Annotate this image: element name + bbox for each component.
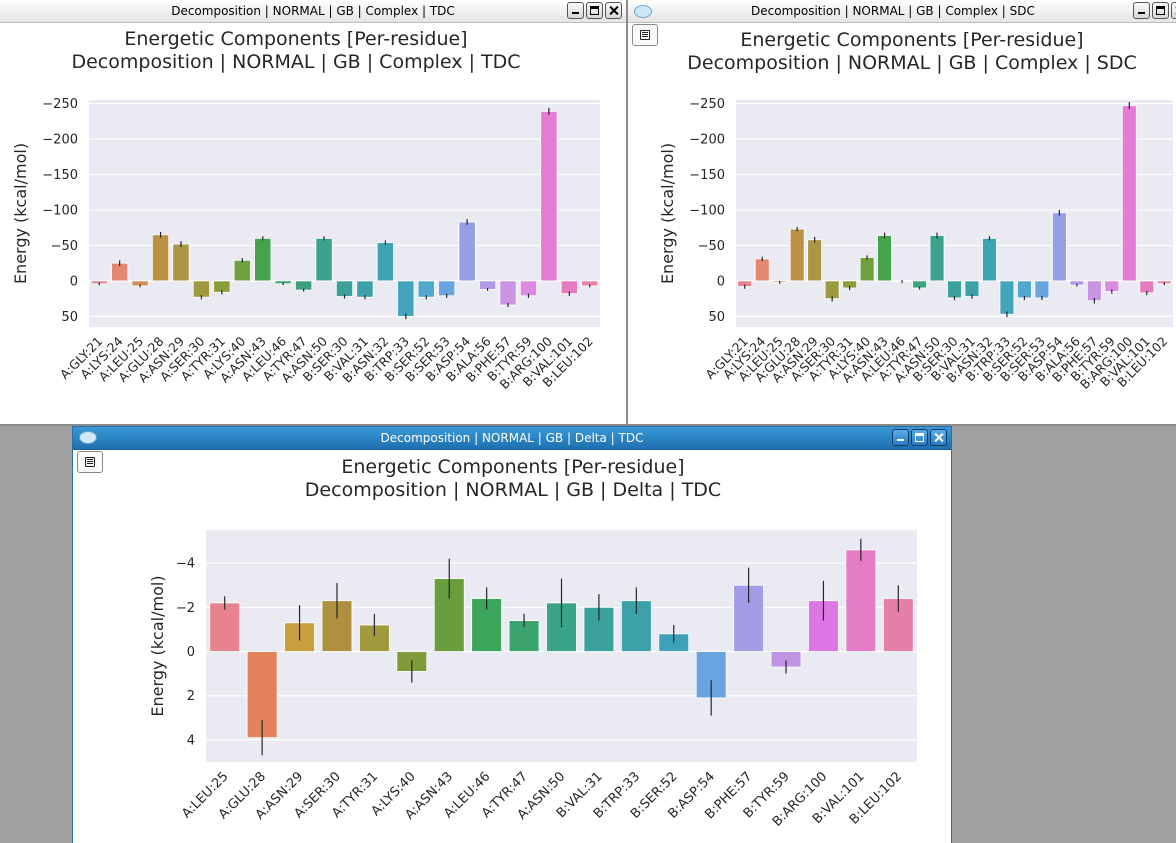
bar[interactable] [172,243,190,282]
bar[interactable] [583,606,615,652]
bar[interactable] [335,280,354,297]
y-tick-label: −100 [689,203,725,218]
bar[interactable] [964,280,980,297]
minimize-button[interactable] [892,429,909,446]
bar[interactable] [859,257,875,282]
window-title: Decomposition | NORMAL | GB | Complex | … [171,4,455,18]
titlebar[interactable]: Decomposition | NORMAL | GB | Complex | … [628,0,1176,23]
y-axis-label: Energy (kcal/mol) [658,143,677,284]
y-tick-label: −250 [42,97,78,112]
bar[interactable] [151,234,170,282]
window-divider [0,424,1176,426]
bar[interactable] [192,280,210,298]
bar[interactable] [1017,280,1032,299]
chart-title-line: Decomposition | NORMAL | GB | Complex | … [687,52,1136,74]
window-title: Decomposition | NORMAL | GB | Complex | … [751,4,1035,18]
bar[interactable] [877,235,892,282]
bar[interactable] [209,602,241,652]
bar[interactable] [845,549,877,652]
y-tick-label: −200 [689,133,725,148]
chart-delta-tdc: Energetic Components [Per-residue]Decomp… [148,456,917,830]
bar[interactable] [233,259,251,282]
chart-title-line: Energetic Components [Per-residue] [124,28,467,50]
bar[interactable] [471,598,503,652]
chart-title-line: Energetic Components [Per-residue] [341,456,684,478]
bar[interactable] [458,221,476,282]
y-tick-label: −150 [42,168,78,183]
bar[interactable] [356,280,374,298]
y-tick-label: −150 [689,168,725,183]
app-icon [634,5,652,18]
window-title: Decomposition | NORMAL | GB | Delta | TD… [380,431,644,445]
chart-complex-sdc: Energetic Components [Per-residue]Decomp… [658,29,1173,392]
close-button[interactable] [1171,2,1176,19]
window-complex-sdc: Decomposition | NORMAL | GB | Complex | … [628,0,1176,424]
menu-icon [640,30,650,40]
chart-title-line: Decomposition | NORMAL | GB | Delta | TD… [305,479,721,501]
bar[interactable] [754,258,770,282]
y-tick-label: −50 [698,239,725,254]
minimize-button[interactable] [1133,2,1150,19]
y-tick-label: 4 [187,733,195,748]
menu-icon [85,457,95,467]
window-divider [626,0,628,424]
chart-title-line: Energetic Components [Per-residue] [740,29,1083,51]
app-icon [79,431,97,444]
chart-menu-button[interactable] [632,24,658,46]
y-tick-label: 50 [708,310,725,325]
bar[interactable] [1034,280,1050,299]
y-tick-label: 0 [70,274,78,289]
bar[interactable] [519,280,538,297]
bar[interactable] [254,237,272,282]
bar[interactable] [947,280,962,299]
y-tick-label: 0 [187,645,195,660]
bar[interactable] [359,624,390,652]
y-tick-label: −100 [42,203,78,218]
y-tick-label: 50 [61,310,78,325]
bar[interactable] [376,242,394,282]
bar[interactable] [807,239,823,282]
maximize-button[interactable] [586,2,603,19]
bar[interactable] [397,280,415,317]
y-tick-label: −4 [176,557,195,572]
bar[interactable] [438,280,456,297]
titlebar[interactable]: Decomposition | NORMAL | GB | Complex | … [0,0,626,23]
minimize-button[interactable] [567,2,584,19]
y-tick-label: 2 [187,689,195,704]
titlebar[interactable]: Decomposition | NORMAL | GB | Delta | TD… [73,427,951,450]
chart-title-line: Decomposition | NORMAL | GB | Complex | … [71,51,520,73]
maximize-button[interactable] [911,429,928,446]
close-button[interactable] [605,2,622,19]
window-complex-tdc: Decomposition | NORMAL | GB | Complex | … [0,0,626,424]
maximize-button[interactable] [1152,2,1169,19]
bar[interactable] [1051,212,1067,282]
bar[interactable] [620,600,652,652]
bar[interactable] [789,228,805,282]
window-delta-tdc: Decomposition | NORMAL | GB | Delta | TD… [72,426,952,843]
bar[interactable] [982,237,997,282]
bar[interactable] [1086,280,1102,302]
y-tick-label: −2 [176,601,195,616]
bar[interactable] [499,280,517,306]
bar[interactable] [929,235,945,282]
bar[interactable] [417,280,435,298]
bar[interactable] [999,280,1015,315]
y-tick-label: −200 [42,133,78,148]
chart-complex-tdc: Energetic Components [Per-residue]Decomp… [11,28,600,392]
y-tick-label: 0 [717,274,725,289]
bar[interactable] [315,237,333,282]
y-axis-label: Energy (kcal/mol) [148,575,167,716]
bar[interactable] [540,110,558,282]
y-axis-label: Energy (kcal/mol) [11,143,30,284]
close-button[interactable] [930,429,947,446]
y-tick-label: −250 [689,97,725,112]
bar[interactable] [1121,105,1137,282]
y-tick-label: −50 [51,239,78,254]
chart-menu-button[interactable] [77,451,103,473]
